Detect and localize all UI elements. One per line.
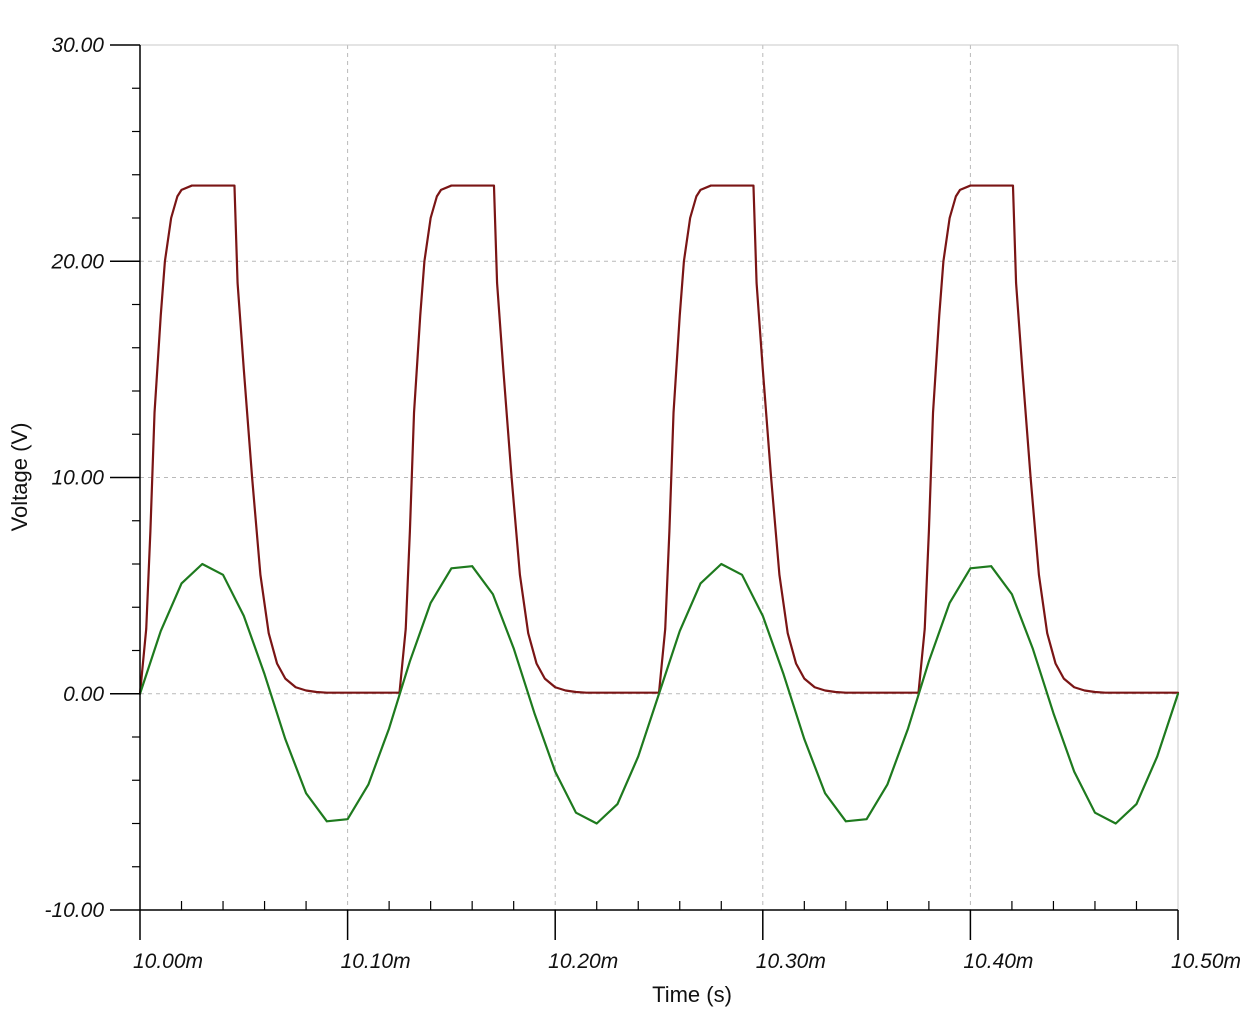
x-tick-label: 10.20m (548, 950, 618, 973)
series-line-1 (138, 184, 1180, 695)
y-tick-label: 30.00 (51, 34, 104, 57)
axes (110, 44, 1179, 940)
x-tick-label: 10.10m (341, 950, 411, 973)
y-tick-labels: -10.00 0.00 10.00 20.00 30.00 (44, 34, 104, 922)
x-axis-label: Time (s) (652, 982, 732, 1007)
y-axis-label: Voltage (V) (7, 423, 32, 532)
y-tick-label: 10.00 (51, 467, 104, 490)
x-tick-label: 10.50m (1171, 950, 1241, 973)
grid (140, 45, 1178, 910)
y-tick-label: -10.00 (44, 899, 104, 922)
x-tick-label: 10.40m (963, 950, 1033, 973)
x-tick-labels: 10.00m 10.10m 10.20m 10.30m 10.40m 10.50m (133, 950, 1241, 973)
y-tick-label: 0.00 (63, 683, 104, 706)
x-tick-label: 10.30m (756, 950, 826, 973)
series-line-2 (138, 562, 1180, 825)
x-tick-label: 10.00m (133, 950, 203, 973)
plot-frame (140, 44, 1179, 910)
y-tick-label: 20.00 (50, 250, 104, 273)
series-layer (138, 184, 1180, 825)
